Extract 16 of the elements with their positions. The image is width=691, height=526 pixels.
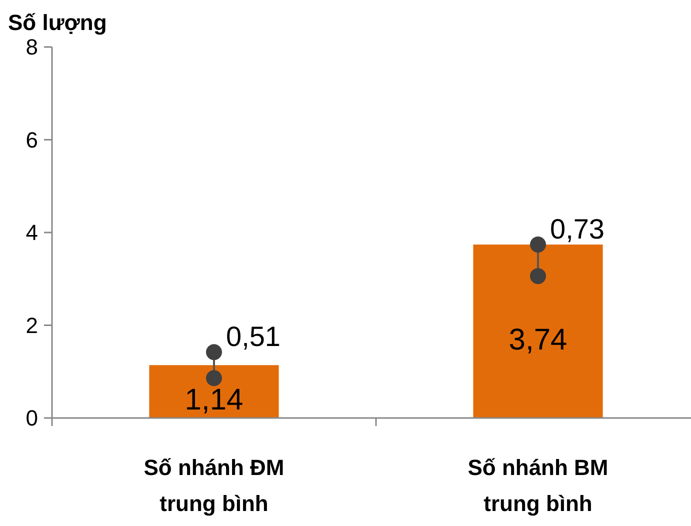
- x-tick-label: Số nhánh BM trung bình: [468, 455, 608, 516]
- y-tick-label: 0: [26, 406, 38, 431]
- point: [206, 370, 222, 386]
- y-tick-label: 6: [26, 127, 38, 152]
- y-tick-label: 4: [26, 220, 38, 246]
- annotation: 0,51: [226, 321, 280, 352]
- point: [530, 236, 546, 253]
- point: [530, 268, 546, 284]
- data-label: 1,14: [184, 384, 244, 417]
- y-tick-label: 8: [26, 34, 38, 60]
- y-axis-title: Số lượng: [8, 10, 107, 35]
- point: [206, 344, 222, 360]
- data-label: 3,74: [508, 323, 568, 356]
- x-tick-label: Số nhánh ĐM trung bình: [144, 455, 284, 516]
- y-tick-label: 2: [26, 312, 38, 338]
- annotation: 0,73: [550, 214, 604, 245]
